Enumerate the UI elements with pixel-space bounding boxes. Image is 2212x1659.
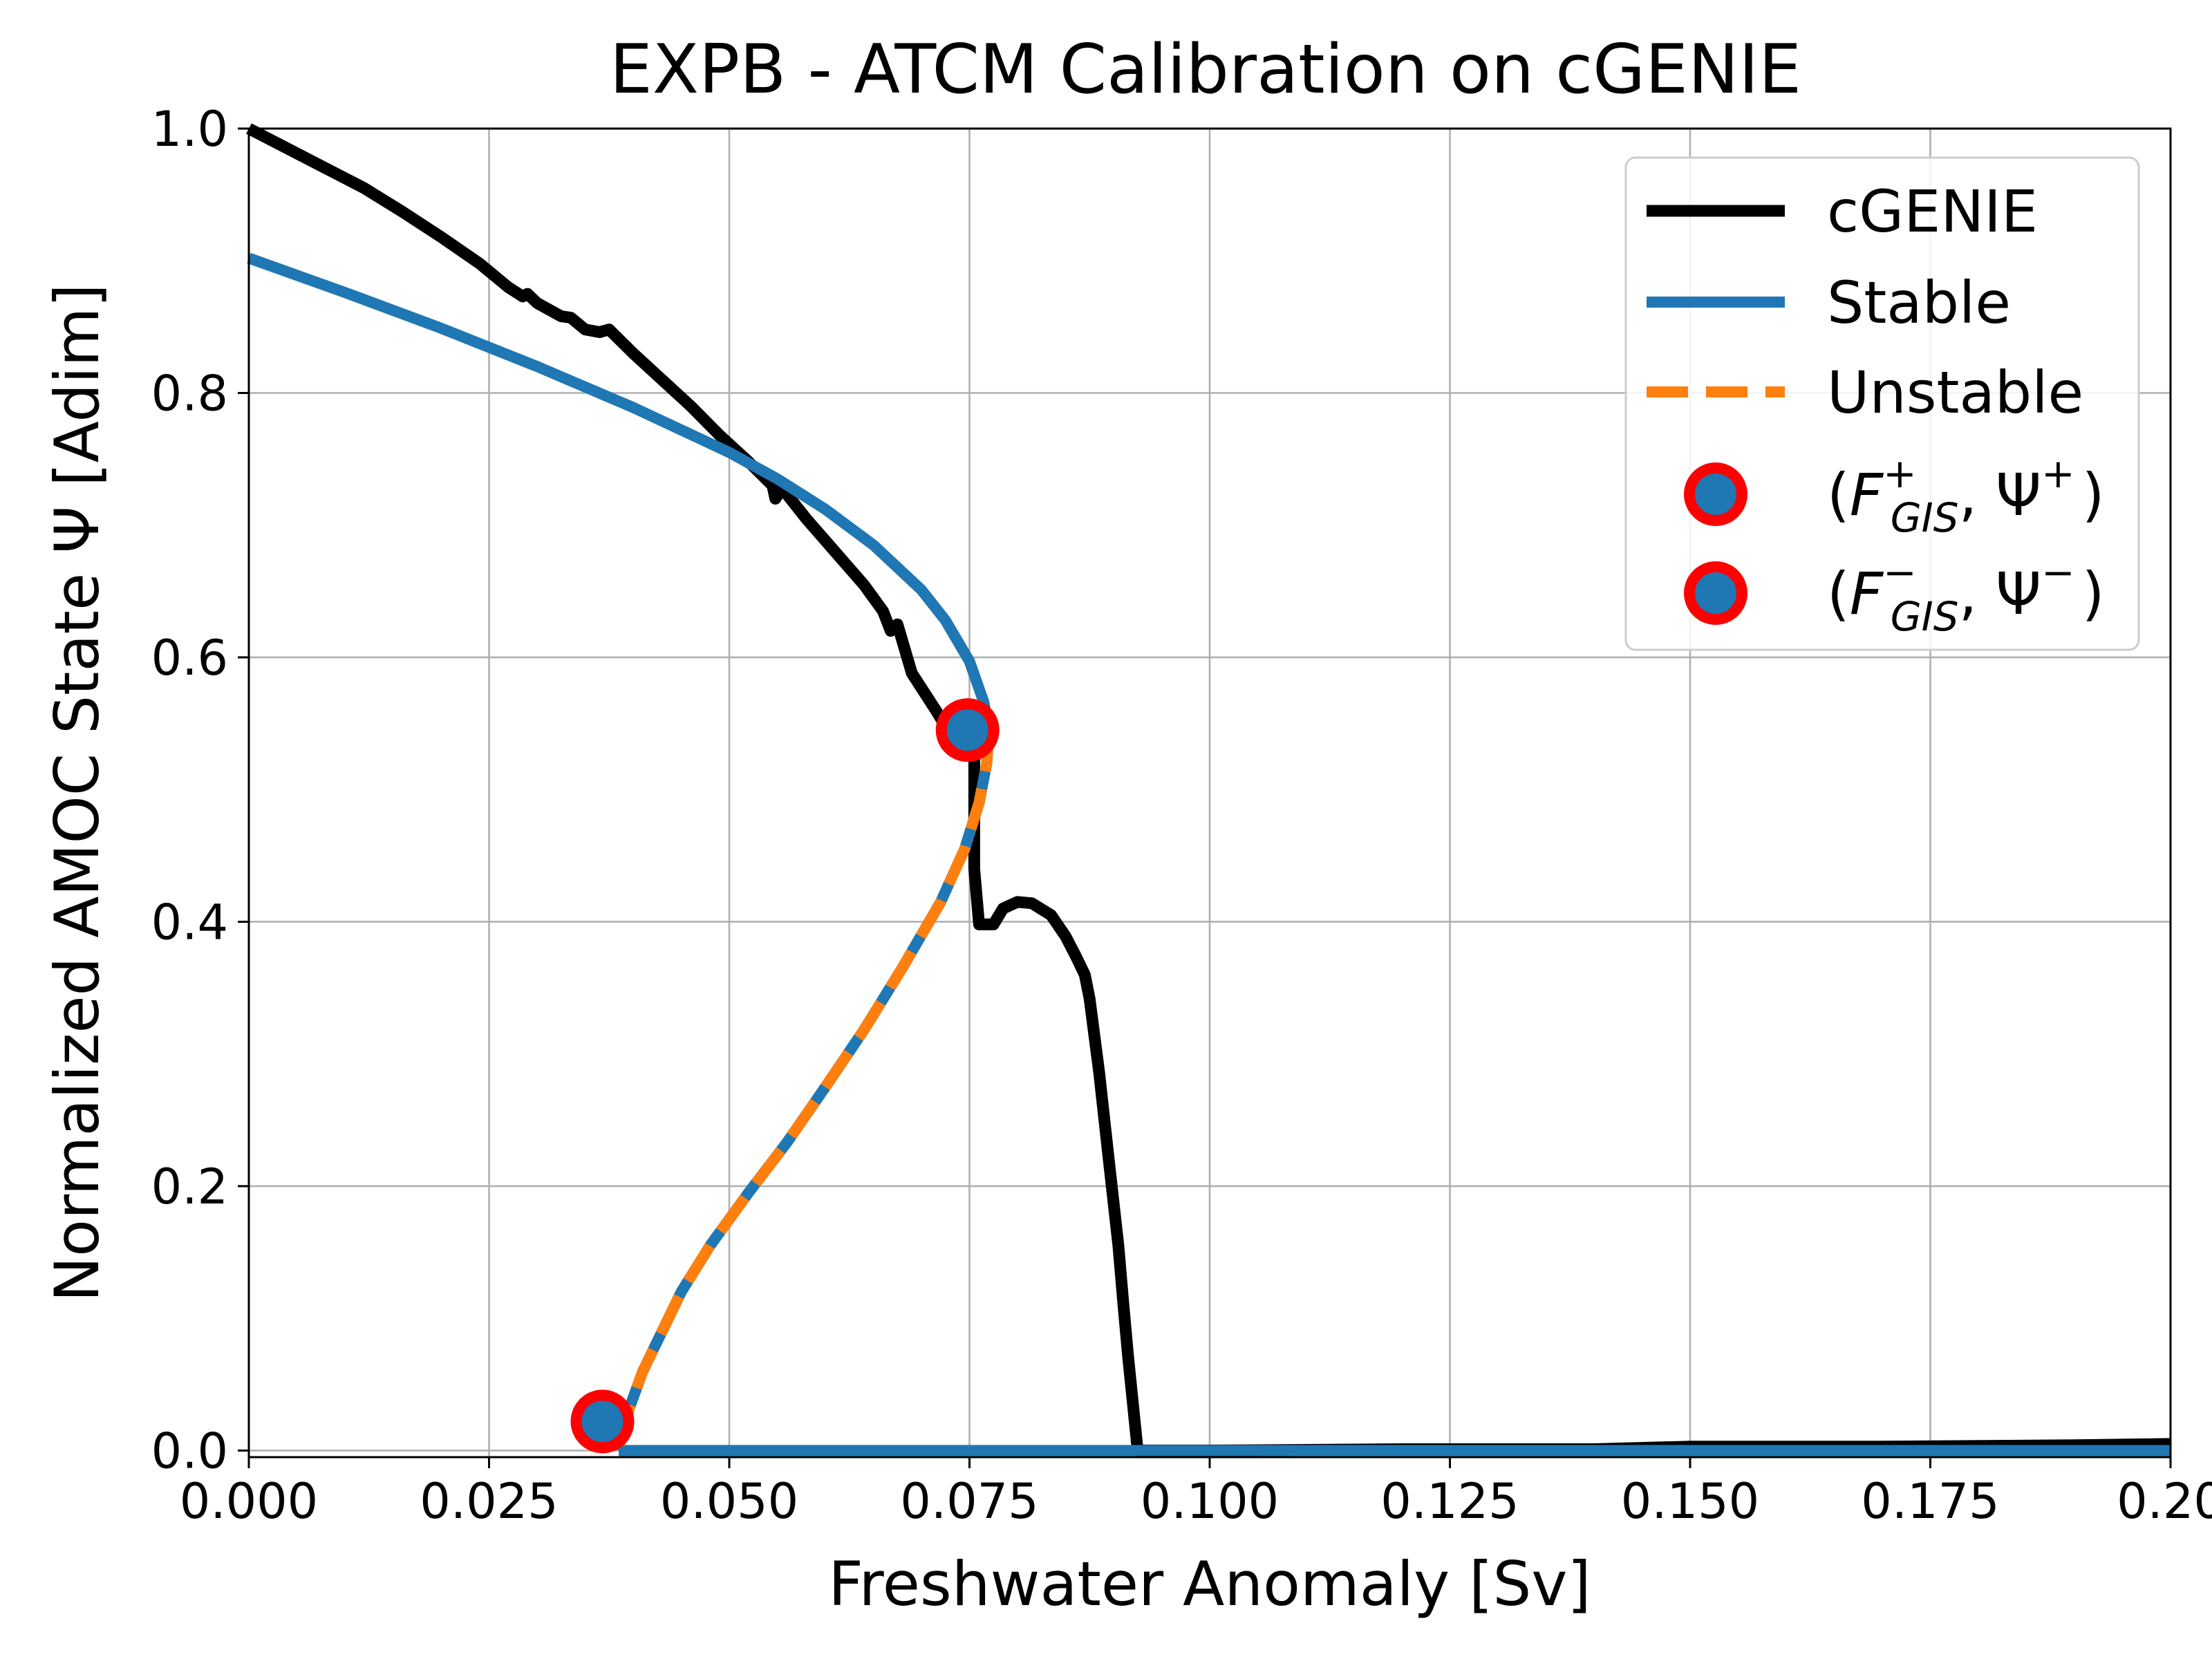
legend-label-cgenie: cGENIE — [1827, 178, 2038, 245]
y-tick-label: 0.6 — [151, 630, 228, 686]
y-tick-label: 0.8 — [151, 365, 228, 422]
legend-label-stable: Stable — [1827, 269, 2011, 337]
x-tick-label: 0.20 — [2117, 1473, 2212, 1530]
y-tick-label: 0.0 — [151, 1423, 228, 1479]
x-axis-ticks: 0.000 0.025 0.050 0.075 0.100 0.125 0.150 0.175… — [180, 1457, 2212, 1530]
legend-marker-plus — [1684, 462, 1747, 526]
x-tick-label: 0.150 — [1621, 1473, 1759, 1530]
y-axis-ticks: 0.0 0.2 0.4 0.6 0.8 1.0 — [151, 101, 249, 1479]
y-axis-label: Normalized AMOC State Ψ [Adim] — [41, 283, 113, 1302]
chart-title: EXPB - ATCM Calibration on cGENIE — [610, 30, 1801, 109]
x-tick-label: 0.125 — [1380, 1473, 1519, 1530]
series-line-stable-upper — [247, 252, 995, 731]
y-tick-label: 1.0 — [151, 101, 228, 158]
y-tick-label: 0.4 — [151, 894, 228, 950]
legend-box — [1624, 156, 2140, 651]
x-tick-label: 0.025 — [420, 1473, 558, 1530]
y-tick-label: 0.2 — [151, 1159, 228, 1215]
series-layer — [246, 123, 2171, 1456]
series-line-unstable — [613, 729, 995, 1452]
x-axis-label: Freshwater Anomaly [Sv] — [828, 1548, 1591, 1620]
marker-f-gis-minus — [570, 1389, 635, 1454]
marker-f-gis-plus — [935, 698, 1000, 762]
legend-label-f-gis-minus: (F− GIS, Ψ−) — [1827, 549, 2105, 640]
legend-label-unstable: Unstable — [1827, 359, 2083, 427]
x-tick-label: 0.100 — [1141, 1473, 1279, 1530]
legend-label-f-gis-plus: (F+ GIS, Ψ+) — [1827, 450, 2105, 541]
x-tick-label: 0.000 — [180, 1473, 318, 1530]
legend: cGENIE Stable Unstable (F+ GIS, Ψ+)(F− GIS, Ψ… — [1624, 156, 2140, 651]
x-tick-label: 0.175 — [1861, 1473, 1999, 1530]
series-line-cgenie — [246, 123, 2171, 1456]
legend-marker-minus — [1684, 561, 1747, 625]
x-tick-label: 0.075 — [900, 1473, 1038, 1530]
x-tick-label: 0.050 — [660, 1473, 798, 1530]
